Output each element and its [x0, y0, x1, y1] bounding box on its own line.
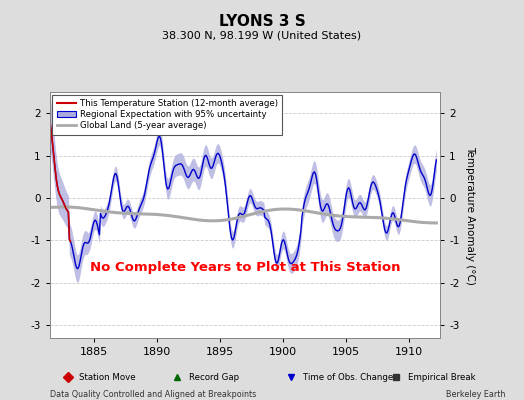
- Y-axis label: Temperature Anomaly (°C): Temperature Anomaly (°C): [465, 146, 475, 284]
- Text: Time of Obs. Change: Time of Obs. Change: [303, 373, 393, 382]
- Text: Empirical Break: Empirical Break: [408, 373, 475, 382]
- Text: No Complete Years to Plot at This Station: No Complete Years to Plot at This Statio…: [90, 261, 400, 274]
- Text: Berkeley Earth: Berkeley Earth: [446, 390, 506, 399]
- Text: Record Gap: Record Gap: [189, 373, 239, 382]
- Legend: This Temperature Station (12-month average), Regional Expectation with 95% uncer: This Temperature Station (12-month avera…: [52, 94, 282, 134]
- Text: Data Quality Controlled and Aligned at Breakpoints: Data Quality Controlled and Aligned at B…: [50, 390, 256, 399]
- Text: 38.300 N, 98.199 W (United States): 38.300 N, 98.199 W (United States): [162, 30, 362, 40]
- Text: LYONS 3 S: LYONS 3 S: [219, 14, 305, 29]
- Text: Station Move: Station Move: [80, 373, 136, 382]
